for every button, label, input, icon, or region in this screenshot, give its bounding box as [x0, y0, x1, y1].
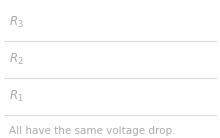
- Text: All have the same voltage drop.: All have the same voltage drop.: [9, 126, 175, 136]
- Text: $R_2$: $R_2$: [9, 52, 23, 67]
- Text: $R_3$: $R_3$: [9, 14, 24, 30]
- Text: $R_1$: $R_1$: [9, 89, 24, 104]
